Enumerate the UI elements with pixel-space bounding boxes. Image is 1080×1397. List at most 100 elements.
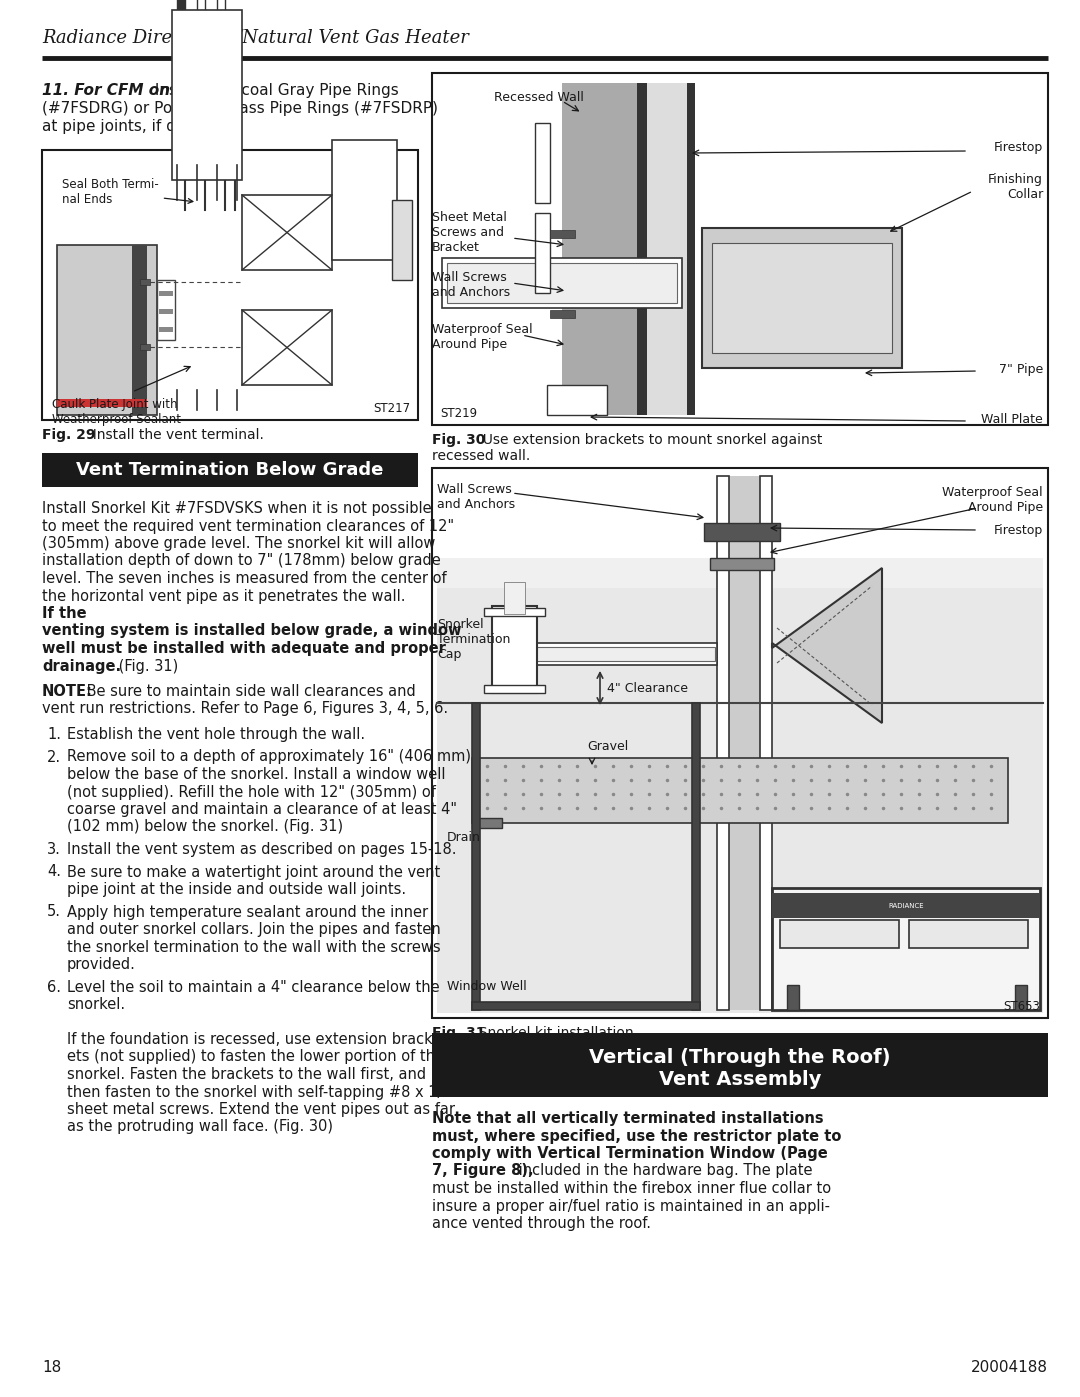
- Bar: [42, 149, 418, 420]
- Bar: [562, 82, 637, 415]
- Text: and outer snorkel collars. Join the pipes and fasten: and outer snorkel collars. Join the pipe…: [67, 922, 441, 937]
- Text: provided.: provided.: [67, 957, 136, 972]
- Bar: [242, 196, 332, 270]
- Bar: [535, 212, 550, 293]
- Text: vent run restrictions. Refer to Page 6, Figures 3, 4, 5, 6.: vent run restrictions. Refer to Page 6, …: [42, 701, 448, 717]
- Bar: [729, 476, 760, 1010]
- Text: Remove soil to a depth of approximately 16" (406 mm): Remove soil to a depth of approximately …: [67, 750, 471, 764]
- Bar: [432, 468, 1048, 1018]
- Bar: [472, 703, 480, 1010]
- Text: If the: If the: [42, 606, 86, 622]
- Text: Vent Assembly: Vent Assembly: [659, 1070, 821, 1088]
- Bar: [484, 685, 545, 693]
- Text: Fig. 31: Fig. 31: [432, 1025, 486, 1039]
- Text: Snorkel
Termination
Cap: Snorkel Termination Cap: [437, 617, 511, 661]
- Text: Caulk Plate Joint with
Weatherproof Sealant: Caulk Plate Joint with Weatherproof Seal…: [52, 398, 181, 426]
- Text: Level the soil to maintain a 4" clearance below the: Level the soil to maintain a 4" clearanc…: [67, 979, 440, 995]
- Text: Establish the vent hole through the wall.: Establish the vent hole through the wall…: [67, 726, 365, 742]
- Text: 4.: 4.: [48, 865, 60, 880]
- Bar: [535, 123, 550, 203]
- Text: (305mm) above grade level. The snorkel kit will allow: (305mm) above grade level. The snorkel k…: [42, 536, 435, 550]
- Polygon shape: [772, 569, 882, 724]
- Text: 18: 18: [42, 1361, 62, 1375]
- Text: as the protruding wall face. (Fig. 30): as the protruding wall face. (Fig. 30): [67, 1119, 333, 1134]
- Text: 7, Figure 8),: 7, Figure 8),: [432, 1164, 534, 1179]
- Text: must, where specified, use the restrictor plate to: must, where specified, use the restricto…: [432, 1129, 841, 1144]
- Text: Finishing
Collar: Finishing Collar: [988, 173, 1043, 201]
- Bar: [504, 583, 525, 615]
- Text: to meet the required vent termination clearances of 12": to meet the required vent termination cl…: [42, 518, 454, 534]
- Bar: [647, 82, 687, 415]
- Text: Apply high temperature sealant around the inner: Apply high temperature sealant around th…: [67, 904, 428, 919]
- Bar: [442, 258, 681, 307]
- Bar: [550, 310, 575, 319]
- Text: ST217: ST217: [373, 402, 410, 415]
- Bar: [437, 557, 1043, 588]
- Text: Wall Plate: Wall Plate: [982, 414, 1043, 426]
- Text: Install the vent terminal.: Install the vent terminal.: [84, 427, 264, 441]
- Text: Firestop: Firestop: [994, 141, 1043, 154]
- Bar: [717, 476, 729, 1010]
- Bar: [57, 400, 147, 407]
- Text: snorkel.: snorkel.: [67, 997, 125, 1011]
- Text: Waterproof Seal
Around Pipe: Waterproof Seal Around Pipe: [432, 323, 532, 351]
- Bar: [242, 310, 332, 386]
- Text: 11. For CFM only:: 11. For CFM only:: [42, 82, 191, 98]
- Text: at pipe joints, if desired.: at pipe joints, if desired.: [42, 119, 228, 134]
- Bar: [472, 759, 1008, 823]
- Text: drainage.: drainage.: [42, 658, 121, 673]
- Text: Sheet Metal
Screws and
Bracket: Sheet Metal Screws and Bracket: [432, 211, 507, 254]
- Text: Radiance Direct Vent/Natural Vent Gas Heater: Radiance Direct Vent/Natural Vent Gas He…: [42, 28, 469, 46]
- Text: snorkel. Fasten the brackets to the wall first, and: snorkel. Fasten the brackets to the wall…: [67, 1067, 427, 1083]
- Text: Waterproof Seal
Around Pipe: Waterproof Seal Around Pipe: [943, 486, 1043, 514]
- Text: RADIANCE: RADIANCE: [888, 902, 923, 909]
- Bar: [132, 244, 147, 415]
- Bar: [140, 279, 150, 285]
- Text: Fig. 30: Fig. 30: [432, 433, 485, 447]
- Text: Be sure to maintain side wall clearances and: Be sure to maintain side wall clearances…: [82, 685, 416, 698]
- Text: recessed wall.: recessed wall.: [432, 448, 530, 462]
- Text: Install Charcoal Gray Pipe Rings: Install Charcoal Gray Pipe Rings: [150, 82, 399, 98]
- Bar: [712, 243, 892, 353]
- Text: 6.: 6.: [48, 979, 60, 995]
- Bar: [159, 309, 173, 314]
- Text: Drain: Drain: [447, 831, 481, 844]
- Bar: [546, 386, 607, 415]
- Bar: [550, 231, 575, 237]
- Bar: [57, 244, 157, 415]
- Text: Vent Termination Below Grade: Vent Termination Below Grade: [77, 461, 383, 479]
- Text: ST653: ST653: [1003, 1000, 1040, 1013]
- Bar: [159, 291, 173, 296]
- Bar: [447, 263, 677, 303]
- Text: venting system is installed below grade, a window: venting system is installed below grade,…: [42, 623, 461, 638]
- Text: must be installed within the firebox inner flue collar to: must be installed within the firebox inn…: [432, 1180, 832, 1196]
- Text: 5.: 5.: [48, 904, 60, 919]
- Bar: [710, 557, 774, 570]
- Text: 2.: 2.: [48, 750, 62, 764]
- Bar: [217, 0, 225, 165]
- Text: Install Snorkel Kit #7FSDVSKS when it is not possible: Install Snorkel Kit #7FSDVSKS when it is…: [42, 502, 432, 515]
- Text: 20004188: 20004188: [971, 1361, 1048, 1375]
- Text: Vertical (Through the Roof): Vertical (Through the Roof): [590, 1048, 891, 1067]
- Text: (not supplied). Refill the hole with 12" (305mm) of: (not supplied). Refill the hole with 12"…: [67, 785, 436, 799]
- Bar: [332, 140, 397, 260]
- Text: coarse gravel and maintain a clearance of at least 4": coarse gravel and maintain a clearance o…: [67, 802, 457, 817]
- Text: Gravel: Gravel: [588, 740, 629, 753]
- Bar: [760, 476, 772, 1010]
- Bar: [532, 643, 717, 665]
- Text: Window Well: Window Well: [447, 981, 527, 993]
- Text: then fasten to the snorkel with self-tapping #8 x 1/2": then fasten to the snorkel with self-tap…: [67, 1084, 458, 1099]
- Bar: [787, 985, 799, 1010]
- Bar: [472, 1002, 700, 1010]
- Text: included in the hardware bag. The plate: included in the hardware bag. The plate: [514, 1164, 812, 1179]
- Text: insure a proper air/fuel ratio is maintained in an appli-: insure a proper air/fuel ratio is mainta…: [432, 1199, 831, 1214]
- Bar: [909, 921, 1028, 949]
- Bar: [432, 73, 1048, 425]
- Bar: [472, 819, 502, 828]
- Text: Note that all vertically terminated installations: Note that all vertically terminated inst…: [432, 1111, 824, 1126]
- Text: 3.: 3.: [48, 842, 60, 856]
- Bar: [392, 200, 411, 279]
- Bar: [692, 703, 700, 1010]
- Bar: [772, 888, 1040, 1010]
- Text: Firestop: Firestop: [994, 524, 1043, 536]
